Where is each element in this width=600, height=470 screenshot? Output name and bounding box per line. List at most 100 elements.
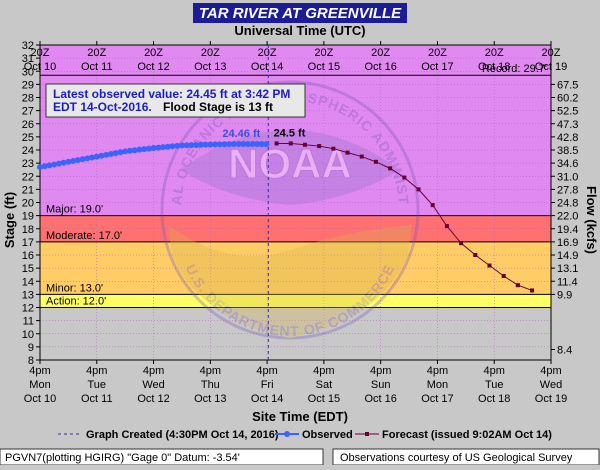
observed-point [126,147,133,154]
observed-point [150,145,157,152]
flow-tick-label: 22.0 [557,211,578,223]
x-tick-label-date: Oct 17 [421,393,453,405]
utc-tick-label-time: 20Z [31,47,50,59]
flood-label-major: Major: 19.0' [46,204,103,216]
y-tick-label: 28 [22,93,34,105]
utc-tick-label-time: 20Z [542,47,561,59]
flow-tick-label: 16.9 [557,237,578,249]
x-tick-label-time: 4pm [370,365,391,377]
observed-point [160,144,167,151]
forecast-point [359,154,364,159]
chart-title: TAR RIVER AT GREENVILLE [199,5,402,22]
forecast-point [515,283,520,288]
observed-point [46,162,53,169]
observed-point [207,141,214,148]
y-tick-label: 26 [22,119,34,131]
x-tick-label-date: Oct 16 [364,393,396,405]
legend-observed-label: Observed [302,429,353,441]
observed-point [249,141,256,148]
y-tick-label: 10 [22,329,34,341]
forecast-point [416,187,421,192]
observed-point [112,150,119,157]
flow-tick-label: 27.8 [557,184,578,196]
x-tick-label-date: Oct 15 [308,393,340,405]
y-tick-label: 17 [22,237,34,249]
utc-tick-label-date: Oct 16 [364,61,396,73]
footer-datum-text: PGVN7(plotting HGIRG) "Gage 0" Datum: -3… [5,452,240,464]
y-tick-label: 25 [22,132,34,144]
x-tick-label-time: 4pm [143,365,164,377]
legend-observed-marker [284,431,290,437]
flood-stage-text: Flood Stage is 13 ft [163,100,273,114]
utc-tick-label-time: 20Z [428,47,447,59]
top-axis-title: Universal Time (UTC) [234,23,365,38]
observed-point [212,141,219,148]
observed-point [103,151,110,158]
observed-point [79,156,86,163]
observed-point [107,150,114,157]
y-tick-label: 12 [22,303,34,315]
forecast-point [274,141,279,146]
observed-point [155,144,162,151]
forecast-point [345,150,350,155]
latest-value-line2: EDT 14-Oct-2016. [53,100,152,114]
y-tick-label: 9 [28,342,34,354]
observed-point [136,146,143,153]
observed-point [178,142,185,149]
y-tick-label: 15 [22,263,34,275]
x-tick-label-day: Fri [261,379,274,391]
x-tick-label-day: Tue [88,379,107,391]
observed-point [145,145,152,152]
flow-tick-label: 31.0 [557,171,578,183]
utc-tick-label-time: 20Z [485,47,504,59]
latest-value-box [45,83,306,118]
forecast-point [402,175,407,180]
observed-point [60,159,67,166]
footer-credit-text: Observations courtesy of US Geological S… [340,452,573,464]
x-tick-label-date: Oct 13 [194,393,226,405]
observed-point [240,140,247,147]
x-tick-label-date: Oct 18 [478,393,510,405]
flow-tick-label: 47.3 [557,119,578,131]
flow-tick-label: 24.8 [557,198,578,210]
utc-tick-label-date: Oct 12 [137,61,169,73]
observed-point [258,141,265,148]
flood-band-action [40,294,551,308]
overlay-layer: Action: 12.0' Minor: 13.0' Moderate: 17.0'… [37,45,547,360]
x-tick-label-time: 4pm [86,365,107,377]
x-tick-label-day: Sat [316,379,333,391]
flow-tick-label: 67.5 [557,79,578,91]
x-tick-label-time: 4pm [29,365,50,377]
x-tick-label-day: Mon [427,379,448,391]
forecast-value-label: 24.5 ft [274,127,306,139]
observed-value-label: 24.46 ft [222,128,260,140]
observed-point [98,152,105,159]
x-tick-label-day: Tue [485,379,504,391]
observed-point [74,157,81,164]
plot-background [40,45,551,216]
observed-point [70,157,77,164]
flood-label-action: Action: 12.0' [46,296,106,308]
forecast-point [373,159,378,164]
observed-point [235,140,242,147]
utc-tick-label-date: Oct 17 [421,61,453,73]
observed-point [183,142,190,149]
observed-point [41,163,48,170]
y-tick-label: 32 [22,40,34,52]
forecast-point [331,146,336,151]
forecast-point [430,203,435,208]
y-tick-label: 31 [22,53,34,65]
flow-tick-label: 60.2 [557,93,578,105]
flow-tick-label: 13.1 [557,263,578,275]
observed-point [65,158,72,165]
y-tick-label: 24 [22,145,34,157]
y-tick-label: 23 [22,158,34,170]
x-tick-label-date: Oct 11 [81,393,113,405]
utc-tick-label-date: Oct 14 [251,61,283,73]
observed-point [37,164,43,171]
forecast-point [487,263,492,268]
flood-label-moderate: Moderate: 17.0' [46,230,122,242]
y-tick-label: 27 [22,106,34,118]
x-tick-label-time: 4pm [484,365,505,377]
